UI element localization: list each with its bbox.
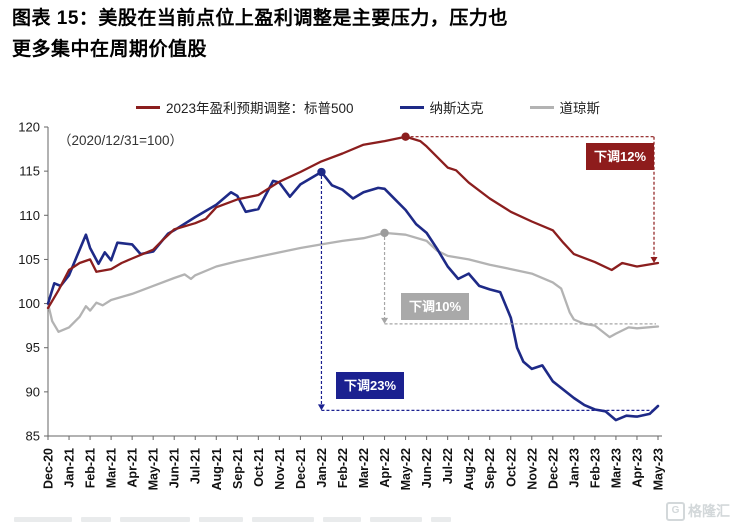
x-tick-label: Nov-22 xyxy=(525,448,539,490)
annotation-label: 下调12% xyxy=(594,149,646,164)
y-tick-label: 120 xyxy=(18,120,40,135)
legend-label-nasdaq: 纳斯达克 xyxy=(429,101,484,116)
x-tick-label: May-22 xyxy=(399,448,413,490)
y-tick-label: 105 xyxy=(18,252,40,267)
x-tick-label: Jan-23 xyxy=(567,448,581,488)
x-tick-label: Jun-21 xyxy=(168,448,182,488)
x-tick-label: Mar-23 xyxy=(609,448,623,488)
x-tick-label: Dec-20 xyxy=(42,448,56,489)
chart-legend: 2023年盈利预期调整：标普500 纳斯达克 道琼斯 xyxy=(0,96,736,118)
legend-item-nasdaq: 纳斯达克 xyxy=(399,97,484,117)
y-tick-label: 110 xyxy=(19,208,40,223)
chart-footer: G 格隆汇 xyxy=(0,501,736,525)
chart-title-line1: 图表 15：美股在当前点位上盈利调整是主要压力，压力也 xyxy=(12,8,508,29)
x-tick-label: Feb-21 xyxy=(84,448,98,488)
annotation-label: 下调10% xyxy=(409,299,461,314)
x-tick-label: May-21 xyxy=(147,448,161,490)
y-tick-label: 95 xyxy=(26,340,40,355)
x-tick-label: Jun-22 xyxy=(420,448,434,488)
x-tick-label: Feb-23 xyxy=(588,448,602,488)
y-tick-label: 90 xyxy=(26,384,40,399)
x-tick-label: Dec-21 xyxy=(294,448,308,489)
x-tick-label: Jul-21 xyxy=(189,448,203,484)
x-tick-label: Dec-22 xyxy=(546,448,560,489)
legend-swatch-nasdaq xyxy=(399,105,424,109)
x-tick-label: Jan-22 xyxy=(315,448,329,488)
x-tick-label: Feb-22 xyxy=(336,448,350,488)
x-tick-label: Apr-23 xyxy=(630,448,644,488)
series-peak-marker-dow xyxy=(380,228,389,238)
series-line-nasdaq xyxy=(46,170,660,422)
x-tick-label: Apr-21 xyxy=(126,448,140,488)
x-tick-label: Oct-21 xyxy=(252,448,266,487)
legend-item-sp500: 2023年盈利预期调整：标普500 xyxy=(135,97,354,117)
legend-label-sp500: 2023年盈利预期调整：标普500 xyxy=(165,101,354,116)
x-tick-label: Jul-22 xyxy=(441,448,455,484)
gelonghui-watermark: G 格隆汇 xyxy=(666,501,730,521)
watermark-logo-icon: G xyxy=(666,501,685,521)
x-tick-label: Sep-22 xyxy=(483,448,497,489)
x-tick-label: Sep-21 xyxy=(231,448,245,489)
x-tick-label: Apr-22 xyxy=(378,448,392,488)
index-base-note: （2020/12/31=100） xyxy=(58,133,183,148)
watermark-text: 格隆汇 xyxy=(688,503,730,519)
x-tick-label: Aug-22 xyxy=(462,448,476,490)
legend-swatch-dow xyxy=(529,105,554,109)
annotation-box xyxy=(336,372,404,399)
series-peak-marker-nasdaq xyxy=(317,167,326,177)
x-tick-label: Nov-21 xyxy=(273,448,287,490)
annotation-arrowhead xyxy=(381,317,389,324)
x-tick-label: May-23 xyxy=(652,448,666,490)
cropped-source-line xyxy=(14,517,474,523)
chart-title: 图表 15：美股在当前点位上盈利调整是主要压力，压力也 更多集中在周期价值股 xyxy=(12,4,726,66)
annotation-arrowhead xyxy=(317,404,325,411)
chart-title-line2: 更多集中在周期价值股 xyxy=(12,38,208,60)
x-tick-label: Aug-21 xyxy=(210,448,224,490)
x-tick-label: Mar-22 xyxy=(357,448,371,488)
x-tick-label: Jan-21 xyxy=(63,448,77,488)
legend-swatch-sp500 xyxy=(135,105,160,109)
annotation-label: 下调23% xyxy=(344,378,396,393)
y-tick-label: 100 xyxy=(18,296,40,311)
series-line-dow xyxy=(46,231,660,339)
series-line-sp500 xyxy=(46,135,660,310)
legend-label-dow: 道琼斯 xyxy=(559,101,601,116)
chart-canvas: 85 90 95 100 105 110 115 120 Dec-20 Jan-21 Feb-21 M… xyxy=(18,120,666,491)
annotation-box xyxy=(586,143,654,170)
annotation-box xyxy=(401,293,469,320)
series-peak-marker-sp500 xyxy=(401,132,410,141)
y-tick-label: 85 xyxy=(26,429,40,444)
y-tick-label: 115 xyxy=(19,164,40,179)
x-tick-label: Oct-22 xyxy=(504,448,518,487)
annotation-arrowhead xyxy=(650,256,658,263)
x-tick-label: Mar-21 xyxy=(105,448,119,488)
legend-item-dow: 道琼斯 xyxy=(529,97,601,117)
